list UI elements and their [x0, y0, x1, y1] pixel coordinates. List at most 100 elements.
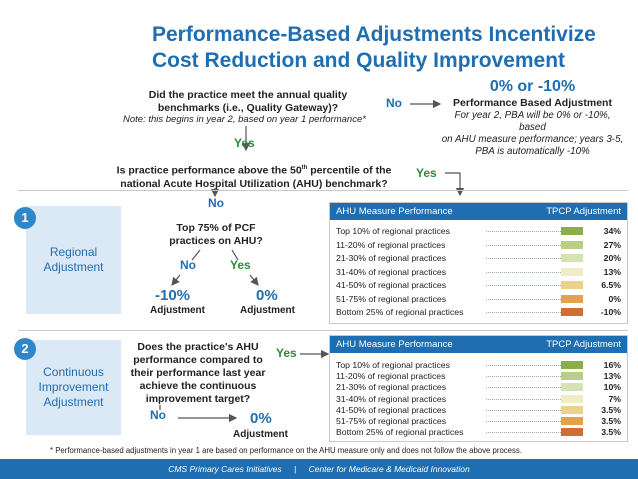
row-label: 31-40% of regional practices [336, 393, 447, 404]
question-quality-gateway: Did the practice meet the annual quality… [128, 89, 368, 115]
row-color-swatch [561, 372, 583, 381]
row-value: 3.5% [601, 416, 621, 426]
ci-panel-header: AHU Measure Performance TPCP Adjustment [330, 336, 627, 353]
section-2-label-line-2: Improvement [38, 380, 109, 394]
adjustment-row: Top 10% of regional practices 16% [336, 360, 621, 370]
footer-separator: | [294, 464, 297, 474]
s2-value: 0% [250, 410, 272, 427]
s1-left-value: -10% [155, 287, 191, 304]
row-leader-dots [486, 298, 561, 300]
s2-value-label: Adjustment [233, 429, 288, 440]
row-value: 16% [603, 360, 621, 370]
row-label: Top 10% of regional practices [336, 360, 450, 370]
row-label: 41-50% of regional practices [336, 404, 447, 415]
adjustment-row: 21-30% of regional practices 10% [336, 382, 621, 392]
page-title: Performance-Based Adjustments Incentiviz… [152, 22, 622, 74]
q2-line-1: Is practice performance above the 50th p… [104, 162, 404, 178]
row-label: 51-75% of regional practices [336, 416, 447, 426]
question-continuous-improvement: Does the practice's AHU performance comp… [118, 341, 278, 406]
continuous-improvement-panel: AHU Measure Performance TPCP Adjustment … [329, 335, 628, 442]
row-value: 3.5% [601, 427, 621, 438]
divider-mid [18, 330, 628, 331]
row-label: 11-20% of regional practices [336, 371, 446, 382]
adjustment-row: 31-40% of regional practices 13% [336, 267, 621, 277]
q2-no-label: No [208, 196, 224, 210]
q1-line-2: benchmarks (i.e., Quality Gateway)? [157, 102, 339, 114]
s2-q-line-5: improvement target? [145, 393, 251, 405]
row-color-swatch [561, 227, 583, 235]
row-label: 41-50% of regional practices [336, 280, 447, 290]
s2-no-label: No [150, 408, 166, 422]
regional-panel-header: AHU Measure Performance TPCP Adjustment [330, 203, 627, 220]
pba-title: Performance Based Adjustment [453, 97, 612, 109]
q1-line-1: Did the practice meet the annual quality [148, 89, 348, 101]
row-label: Bottom 25% of regional practices [336, 307, 464, 317]
adjustment-row: 51-75% of regional practices 3.5% [336, 416, 621, 426]
regional-panel-head-right: TPCP Adjustment [546, 206, 621, 217]
s1-q-line-1: Top 75% of PCF [176, 222, 256, 234]
row-color-swatch [561, 294, 583, 303]
row-value: 7% [608, 393, 621, 404]
arrow-s1-no-a [191, 249, 201, 261]
arrow-q2-yes [445, 172, 465, 197]
row-leader-dots [486, 398, 561, 400]
s2-q-line-3: their performance last year [130, 367, 266, 379]
row-color-swatch [561, 240, 583, 249]
section-2-label: Continuous Improvement Adjustment [38, 365, 108, 410]
section-1-number: 1 [14, 207, 36, 229]
q2-yes-label: Yes [416, 166, 437, 180]
s2-q-line-4: achieve the continuous [139, 380, 257, 392]
row-value: 6.5% [601, 280, 621, 290]
adjustment-row: 21-30% of regional practices 20% [336, 253, 621, 263]
row-leader-dots [486, 244, 561, 246]
row-value: 20% [603, 253, 621, 263]
row-color-swatch [561, 383, 583, 392]
section-2-label-line-1: Continuous [43, 365, 104, 379]
note-year2: Note: this begins in year 2, based on ye… [123, 114, 366, 125]
adjustment-row: 11-20% of regional practices 27% [336, 240, 621, 250]
q2-line-1-b: percentile of the [307, 164, 392, 177]
ci-panel-head-left: AHU Measure Performance [336, 339, 453, 350]
row-label: Top 10% of regional practices [336, 226, 450, 236]
row-color-swatch [561, 281, 583, 289]
row-color-swatch [561, 361, 583, 369]
row-label: 21-30% of regional practices [336, 382, 447, 393]
adjustment-row: 41-50% of regional practices 3.5% [336, 405, 621, 415]
row-value: 0% [608, 293, 621, 304]
row-value: 10% [603, 382, 621, 393]
section-1-label-line-2: Adjustment [43, 260, 104, 274]
row-label: Bottom 25% of regional practices [336, 427, 464, 438]
row-leader-dots [486, 387, 561, 389]
row-leader-dots [486, 409, 561, 411]
row-leader-dots [486, 432, 561, 434]
s1-q-line-2: practices on AHU? [169, 235, 263, 247]
row-leader-dots [486, 421, 561, 422]
adjustment-row: Bottom 25% of regional practices -10% [336, 307, 621, 317]
pba-desc-line-3: PBA is automatically -10% [475, 146, 590, 157]
footer-bar: CMS Primary Cares Initiatives | Center f… [0, 459, 638, 479]
arrow-s1-yes-b [249, 274, 259, 286]
s1-yes-label: Yes [230, 258, 251, 272]
row-leader-dots [486, 365, 561, 366]
pba-desc-line-2: on AHU measure performance; years 3-5, [441, 134, 624, 145]
row-color-swatch [561, 417, 583, 425]
divider-top [18, 190, 628, 191]
row-label: 21-30% of regional practices [336, 253, 447, 263]
pba-desc: For year 2, PBA will be 0% or -10%, base… [440, 110, 625, 158]
section-1-label-box: Regional Adjustment [26, 206, 121, 314]
adjustment-row: 31-40% of regional practices 7% [336, 394, 621, 404]
question-top75: Top 75% of PCF practices on AHU? [156, 222, 276, 248]
pba-desc-line-1: For year 2, PBA will be 0% or -10%, base… [454, 110, 611, 133]
adjustment-row: 41-50% of regional practices 6.5% [336, 280, 621, 290]
adjustment-row: Top 10% of regional practices 34% [336, 226, 621, 236]
adjustment-row: 51-75% of regional practices 0% [336, 294, 621, 304]
pba-value: 0% or -10% [489, 78, 576, 95]
s2-yes-label: Yes [276, 346, 297, 360]
row-leader-dots [486, 271, 561, 273]
s1-no-label: No [180, 258, 196, 272]
adjustment-row: 11-20% of regional practices 13% [336, 371, 621, 381]
row-value: 3.5% [601, 404, 621, 415]
pba-result: 0% or -10% Performance Based Adjustment … [440, 78, 625, 158]
section-2-label-line-3: Adjustment [43, 395, 104, 409]
row-value: 27% [603, 239, 621, 250]
